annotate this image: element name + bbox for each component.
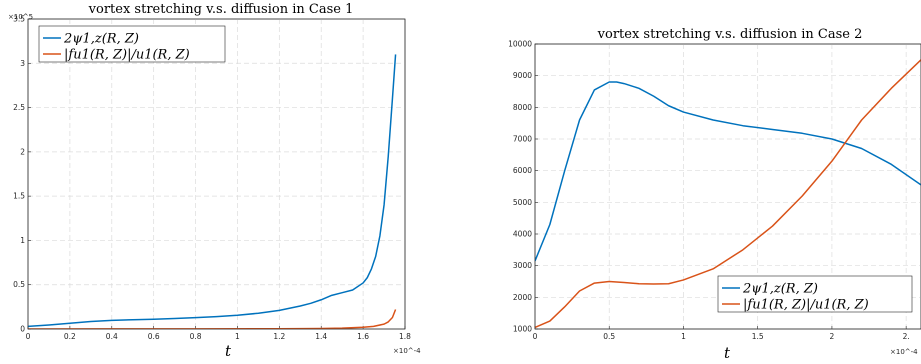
x-tick-label: 0.5 [603,332,615,341]
y-tick-label: 3 [20,59,25,68]
chart-case-2: vortex stretching v.s. diffusion in Case… [508,27,921,362]
legend-entry: 2ψ1,z(R, Z) [742,282,818,297]
series-line-0 [535,81,921,262]
x-tick-label: 0.2 [64,332,76,341]
y-exponent-label: ×10^5 [8,13,33,21]
series-line-1 [535,59,921,329]
x-axis-label: t [724,344,731,362]
x-tick-label: 1.6 [357,332,369,341]
legend-box [717,275,913,313]
y-tick-label: 2000 [513,293,532,302]
chart-case-1: vortex stretching v.s. diffusion in Case… [8,2,421,360]
x-tick-label: 2. [903,332,910,341]
x-tick-label: 1.2 [273,332,285,341]
legend: 2ψ1,z(R, Z)|fu1(R, Z)|/u1(R, Z) [717,275,913,313]
x-tick-label: 1 [681,332,686,341]
y-tick-label: 9000 [513,71,532,80]
x-tick-label: 2 [830,332,835,341]
x-tick-label: 1.8 [399,332,411,341]
y-tick-label: 2 [20,147,25,156]
y-tick-label: 4000 [513,230,532,239]
y-tick-label: 0.5 [13,280,25,289]
x-exponent-label: ×10^-4 [890,348,918,356]
x-tick-label: 0.6 [148,332,160,341]
y-tick-label: 1.5 [13,192,25,201]
plot-area [27,18,406,330]
y-tick-label: 5000 [513,198,532,207]
legend: 2ψ1,z(R, Z)|fu1(R, Z)|/u1(R, Z) [38,25,226,63]
legend-entry: 2ψ1,z(R, Z) [63,32,139,47]
plot-frame [534,43,921,330]
x-tick-label: 0.4 [106,332,118,341]
x-axis-label: t [225,342,232,360]
y-tick-label: 8000 [513,103,532,112]
y-tick-label: 6000 [513,166,532,175]
y-tick-label: 0 [20,325,25,334]
chart-title: vortex stretching v.s. diffusion in Case… [597,27,863,42]
y-tick-label: 1000 [513,325,532,334]
y-tick-label: 7000 [513,135,532,144]
x-tick-label: 0.8 [190,332,202,341]
y-tick-label: 3.5 [13,15,25,24]
series-line-0 [28,54,397,328]
plot-frame [27,18,406,330]
y-tick-label: 2.5 [13,103,25,112]
legend-box [38,25,226,63]
chart-title: vortex stretching v.s. diffusion in Case… [88,2,354,17]
x-tick-label: 0 [26,332,31,341]
legend-entry: |fu1(R, Z)|/u1(R, Z) [64,48,190,63]
y-tick-label: 1 [20,236,25,245]
x-exponent-label: ×10^-4 [393,347,421,355]
x-tick-label: 0 [533,332,538,341]
y-tick-label: 10000 [508,40,532,49]
y-tick-label: 3000 [513,261,532,270]
x-tick-label: 1.4 [315,332,327,341]
x-tick-label: 1 [235,332,240,341]
x-tick-label: 1.5 [752,332,764,341]
legend-entry: |fu1(R, Z)|/u1(R, Z) [743,298,869,313]
